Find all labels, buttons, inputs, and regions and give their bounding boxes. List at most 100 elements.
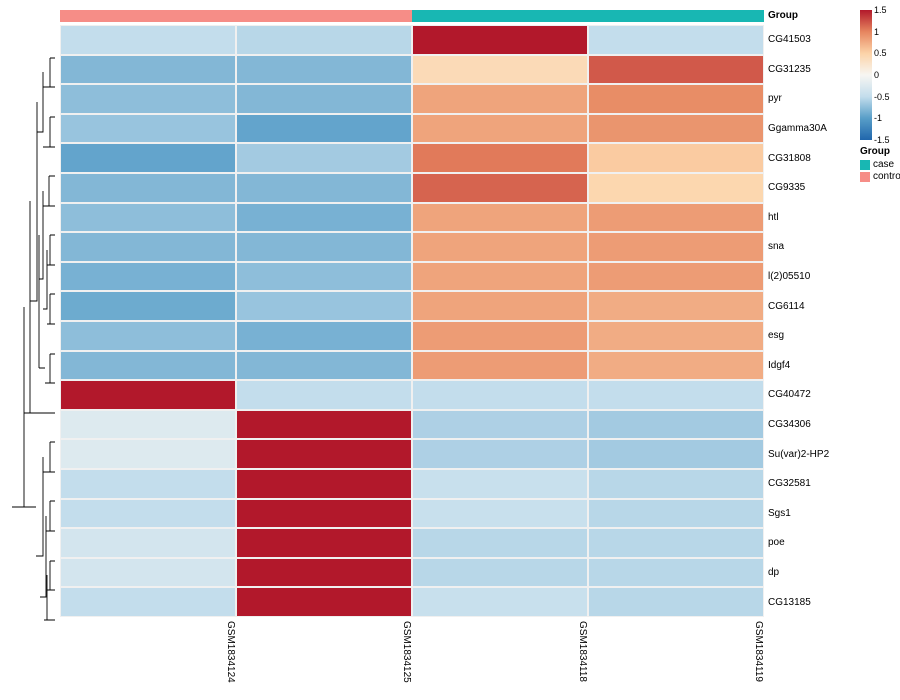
heatmap-cell — [236, 25, 412, 55]
row-label: Sgs1 — [764, 499, 854, 529]
heatmap-cell — [236, 203, 412, 233]
heatmap-cell — [412, 499, 588, 529]
heatmap-row — [60, 528, 764, 558]
heatmap-row — [60, 587, 764, 617]
heatmap-cell — [60, 25, 236, 55]
heatmap-cell — [60, 55, 236, 85]
heatmap-cell — [588, 55, 764, 85]
heatmap-cell — [236, 262, 412, 292]
heatmap-row — [60, 232, 764, 262]
heatmap-cell — [236, 173, 412, 203]
heatmap-cell — [60, 587, 236, 617]
heatmap-cell — [60, 469, 236, 499]
heatmap-cell — [412, 321, 588, 351]
heatmap-cell — [60, 321, 236, 351]
heatmap-cell — [412, 84, 588, 114]
heatmap-cell — [236, 84, 412, 114]
heatmap-cell — [412, 380, 588, 410]
heatmap-cell — [588, 351, 764, 381]
heatmap-cell — [60, 380, 236, 410]
heatmap-cell — [412, 114, 588, 144]
color-scale-tick: -0.5 — [874, 92, 890, 102]
heatmap-cell — [60, 84, 236, 114]
heatmap-cell — [412, 173, 588, 203]
column-label: GSM1834119 — [588, 617, 764, 683]
heatmap-cell — [588, 380, 764, 410]
group-annotation-title: Group — [764, 10, 854, 22]
heatmap-row — [60, 499, 764, 529]
heatmap-cell — [412, 291, 588, 321]
heatmap-cell — [60, 173, 236, 203]
heatmap-cell — [236, 291, 412, 321]
legend-swatch — [860, 160, 870, 170]
heatmap-cell — [60, 203, 236, 233]
heatmap-cell — [236, 114, 412, 144]
legend-column: 1.510.50-0.5-1-1.5 Group casecontrol — [854, 10, 900, 683]
heatmap-cell — [412, 203, 588, 233]
column-labels: GSM1834124GSM1834125GSM1834118GSM1834119 — [60, 617, 764, 683]
heatmap-cell — [588, 499, 764, 529]
heatmap-row — [60, 410, 764, 440]
heatmap-cell — [412, 262, 588, 292]
heatmap-row — [60, 439, 764, 469]
heatmap-column: GSM1834124GSM1834125GSM1834118GSM1834119 — [60, 10, 764, 683]
legend-swatch — [860, 172, 870, 182]
group-annotation-cell — [236, 10, 412, 22]
row-label: esg — [764, 321, 854, 351]
heatmap-cell — [60, 558, 236, 588]
row-label: dp — [764, 558, 854, 588]
heatmap-cell — [236, 380, 412, 410]
color-scale-tick: 0.5 — [874, 48, 887, 58]
row-label: poe — [764, 528, 854, 558]
heatmap-cell — [588, 84, 764, 114]
heatmap-row — [60, 469, 764, 499]
heatmap-cell — [412, 469, 588, 499]
heatmap-cell — [588, 173, 764, 203]
row-label: CG6114 — [764, 291, 854, 321]
row-dendrogram — [10, 10, 60, 683]
legend-label: case — [873, 159, 894, 170]
row-label: CG9335 — [764, 173, 854, 203]
group-annotation-cell — [412, 10, 588, 22]
heatmap-cell — [236, 499, 412, 529]
heatmap-cell — [60, 499, 236, 529]
heatmap-cell — [236, 558, 412, 588]
heatmap-cell — [588, 439, 764, 469]
dendrogram-path — [12, 58, 55, 620]
color-scale-bar: 1.510.50-0.5-1-1.5 — [860, 10, 872, 140]
heatmap-figure: GSM1834124GSM1834125GSM1834118GSM1834119… — [10, 10, 890, 683]
heatmap-cell — [60, 410, 236, 440]
heatmap-row — [60, 114, 764, 144]
heatmap-cell — [236, 587, 412, 617]
heatmap-cell — [236, 528, 412, 558]
heatmap-cell — [412, 558, 588, 588]
heatmap-cell — [236, 469, 412, 499]
heatmap-cell — [588, 587, 764, 617]
legend-item: control — [860, 171, 900, 182]
heatmap-cell — [236, 321, 412, 351]
row-labels-column: Group CG41503CG31235pyrGgamma30ACG31808C… — [764, 10, 854, 683]
row-label: Ggamma30A — [764, 114, 854, 144]
color-scale-tick: 1.5 — [874, 5, 887, 15]
heatmap-cell — [60, 528, 236, 558]
heatmap-row — [60, 558, 764, 588]
heatmap-cell — [412, 55, 588, 85]
heatmap-row — [60, 380, 764, 410]
heatmap-row — [60, 84, 764, 114]
heatmap-row — [60, 351, 764, 381]
heatmap-row — [60, 173, 764, 203]
dendrogram-svg — [10, 25, 60, 632]
row-label: CG41503 — [764, 25, 854, 55]
heatmap-row — [60, 203, 764, 233]
heatmap-cell — [588, 321, 764, 351]
legend-label: control — [873, 171, 900, 182]
heatmap-cell — [588, 25, 764, 55]
row-label: htl — [764, 203, 854, 233]
heatmap-cell — [588, 469, 764, 499]
row-label: CG31808 — [764, 143, 854, 173]
color-scale-tick: 0 — [874, 70, 879, 80]
heatmap-cell — [588, 232, 764, 262]
heatmap-cell — [60, 291, 236, 321]
heatmap-cell — [412, 232, 588, 262]
row-label: Su(var)2-HP2 — [764, 439, 854, 469]
